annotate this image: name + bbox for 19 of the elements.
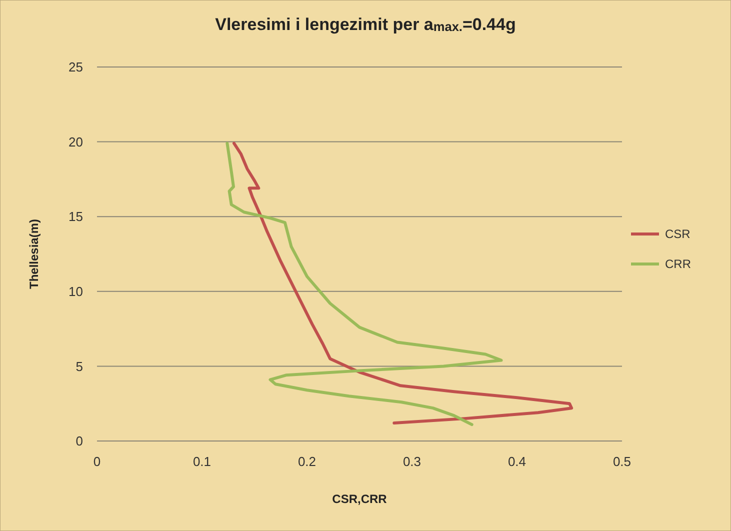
y-tick-label: 15 bbox=[68, 209, 83, 224]
legend-label: CRR bbox=[665, 257, 692, 272]
legend-label: CSR bbox=[665, 227, 691, 242]
x-tick-label: 0.5 bbox=[612, 454, 632, 469]
x-axis-title: CSR,CRR bbox=[332, 492, 388, 506]
y-tick-label: 0 bbox=[76, 434, 83, 449]
chart-title: Vleresimi i lengezimit per a$_{max.}$=0.44g bbox=[215, 15, 516, 34]
line-series bbox=[226, 142, 503, 426]
y-tick-label: 20 bbox=[68, 134, 83, 150]
x-tick-label: 0.2 bbox=[298, 454, 316, 469]
y-tick-label: 5 bbox=[76, 358, 83, 374]
y-tick-label: 25 bbox=[68, 60, 83, 75]
x-tick-label: 0.3 bbox=[402, 454, 422, 469]
x-tick-label: 0.1 bbox=[192, 454, 212, 469]
x-tick-label: 0.4 bbox=[508, 454, 526, 469]
x-tick-label: 0 bbox=[93, 454, 101, 469]
y-tick-label: 10 bbox=[68, 284, 83, 299]
y-axis-title: Thellesia(m) bbox=[27, 218, 41, 290]
line-series bbox=[232, 142, 574, 425]
